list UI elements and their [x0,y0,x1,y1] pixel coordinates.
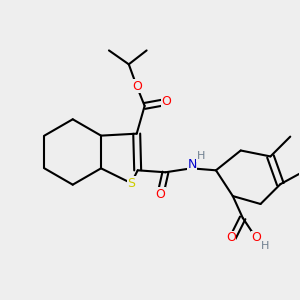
Text: H: H [261,241,270,250]
Text: S: S [127,177,135,190]
Text: O: O [132,80,142,93]
Text: H: H [197,152,205,161]
Text: O: O [252,231,262,244]
Text: O: O [155,188,165,201]
Text: O: O [226,231,236,244]
Text: O: O [161,95,171,108]
Text: N: N [188,158,197,171]
